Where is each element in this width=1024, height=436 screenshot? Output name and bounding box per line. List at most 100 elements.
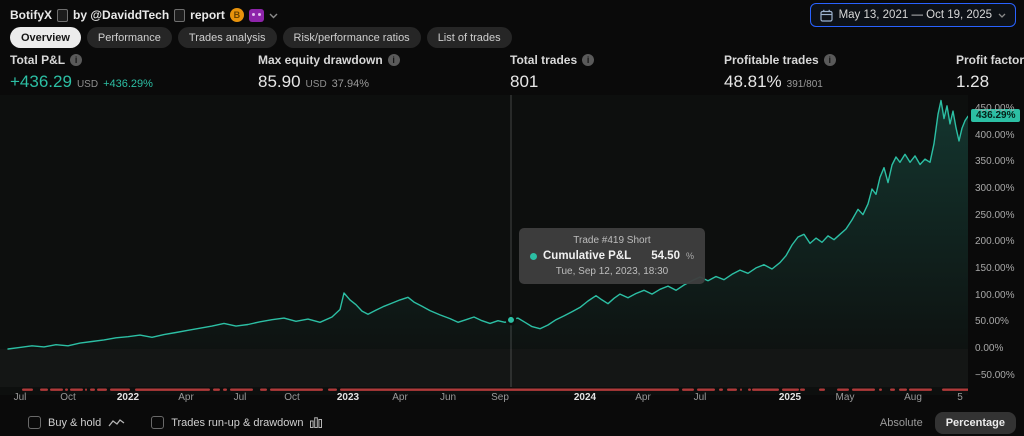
x-axis-tick: Sep bbox=[491, 392, 509, 403]
chart-footer: Buy & hold Trades run-up & drawdown Abso… bbox=[0, 409, 1024, 436]
header: BotifyX by @DaviddTech report May 13, 20… bbox=[0, 0, 1024, 28]
drawdown-mark bbox=[852, 388, 875, 391]
info-icon[interactable]: i bbox=[387, 54, 400, 66]
stat-label: Max equity drawdown bbox=[258, 53, 383, 67]
y-axis-tick: 450.00% bbox=[975, 103, 1015, 114]
tab-performance[interactable]: Performance bbox=[86, 27, 172, 48]
drawdown-mark bbox=[890, 388, 895, 391]
stat-unit: USD bbox=[76, 79, 99, 90]
stat-label: Total trades bbox=[510, 53, 578, 67]
x-axis[interactable]: Jul Oct 2022 Apr Jul Oct 2023 Apr Jun Sep 2024 Apr J… bbox=[0, 392, 968, 408]
x-axis-tick: Jul bbox=[693, 392, 707, 403]
drawdown-mark bbox=[223, 388, 227, 391]
missing-glyph-icon bbox=[174, 8, 186, 22]
stat-value: 85.90 bbox=[258, 72, 301, 91]
drawdown-mark bbox=[782, 388, 799, 391]
stat-value: 48.81% bbox=[724, 72, 782, 91]
y-axis-tick: 50.00% bbox=[975, 316, 1009, 328]
y-axis-tick: 300.00% bbox=[975, 183, 1015, 194]
stat-unit: USD bbox=[305, 79, 327, 90]
selected-trade-marker bbox=[505, 314, 517, 326]
x-axis-tick: 2022 bbox=[116, 392, 140, 403]
y-axis-tick: 0.00% bbox=[975, 343, 1004, 354]
y-axis-tick: −50.00% bbox=[975, 369, 1015, 381]
drawdown-mark bbox=[800, 388, 805, 391]
series-dot-icon bbox=[530, 252, 537, 260]
x-axis-tick: 5 bbox=[957, 392, 963, 403]
x-axis-tick: 2025 bbox=[778, 392, 802, 403]
stat-max-equity-drawdown: Max equity drawdown i 85.90 USD 37.94% bbox=[258, 53, 400, 92]
x-axis-tick: Jun bbox=[439, 392, 457, 403]
robot-icon bbox=[248, 8, 264, 22]
x-axis-tick: Jul bbox=[233, 392, 247, 403]
tooltip-value: 54.50 bbox=[651, 250, 680, 262]
drawdown-mark bbox=[942, 388, 968, 391]
strategy-byline: by @DaviddTech bbox=[73, 8, 170, 22]
trades-runup-drawdown-toggle[interactable]: Trades run-up & drawdown bbox=[151, 416, 323, 429]
date-range-button[interactable]: May 13, 2021 — Oct 19, 2025 bbox=[809, 3, 1016, 27]
absolute-toggle[interactable]: Absolute bbox=[879, 416, 923, 429]
stat-sub-value: 37.94% bbox=[331, 78, 369, 90]
stat-total-pnl: Total P&L i +436.29 USD +436.29% bbox=[10, 53, 153, 92]
drawdown-mark bbox=[260, 388, 267, 391]
drawdown-mark bbox=[748, 388, 751, 391]
drawdown-mark bbox=[50, 388, 63, 391]
info-icon[interactable]: i bbox=[582, 54, 595, 66]
tooltip-series-name: Cumulative P&L bbox=[543, 250, 632, 262]
tab-trades-analysis[interactable]: Trades analysis bbox=[177, 27, 277, 48]
drawdown-mark bbox=[70, 388, 83, 391]
chart-plot-area[interactable] bbox=[0, 95, 968, 395]
drawdown-mark bbox=[719, 388, 723, 391]
buy-hold-toggle[interactable]: Buy & hold bbox=[28, 416, 125, 429]
y-axis-tick: 350.00% bbox=[975, 156, 1015, 168]
drawdown-mark bbox=[22, 388, 33, 391]
tab-overview[interactable]: Overview bbox=[10, 27, 81, 48]
stat-profit-factor: Profit factori 1.28 bbox=[956, 53, 1024, 92]
bar-chart-icon bbox=[310, 417, 323, 428]
tooltip-unit: % bbox=[685, 251, 694, 261]
trades-runup-checkbox[interactable] bbox=[151, 416, 165, 429]
chart-tooltip: Trade #419 Short Cumulative P&L 54.50 % … bbox=[519, 228, 705, 284]
x-axis-tick: Apr bbox=[635, 392, 651, 403]
tab-list-of-trades[interactable]: List of trades bbox=[426, 27, 512, 48]
trades-runup-label: Trades run-up & drawdown bbox=[171, 416, 304, 429]
drawdown-mark bbox=[328, 388, 337, 391]
drawdown-mark bbox=[270, 388, 323, 391]
chevron-down-icon[interactable] bbox=[269, 8, 278, 22]
percentage-toggle[interactable]: Percentage bbox=[934, 411, 1016, 434]
below-zero-band bbox=[0, 349, 968, 387]
tab-risk-performance-ratios[interactable]: Risk/performance ratios bbox=[282, 27, 421, 48]
bitcoin-coin-icon bbox=[229, 8, 244, 22]
drawdown-mark bbox=[740, 388, 742, 391]
x-axis-tick: Oct bbox=[60, 392, 76, 403]
tooltip-timestamp: Tue, Sep 12, 2023, 18:30 bbox=[555, 266, 669, 277]
x-axis-tick: Apr bbox=[178, 392, 194, 403]
x-axis-tick: 2024 bbox=[573, 392, 597, 403]
stat-value: 1.28 bbox=[956, 72, 990, 91]
stat-sub-value: +436.29% bbox=[103, 78, 153, 90]
y-axis[interactable]: 436.29% 450.00% 400.00% 350.00% 300.00% 250.… bbox=[968, 95, 1024, 395]
info-icon[interactable]: i bbox=[823, 54, 836, 66]
drawdown-mark bbox=[110, 388, 130, 391]
drawdown-mark bbox=[340, 388, 679, 391]
report-tabs: Overview Performance Trades analysis Ris… bbox=[10, 27, 512, 48]
drawdown-mark bbox=[213, 388, 220, 391]
line-chart-icon bbox=[108, 418, 125, 428]
drawdown-mark bbox=[899, 388, 907, 391]
calendar-icon bbox=[819, 9, 833, 22]
drawdown-mark bbox=[65, 388, 68, 391]
buy-hold-checkbox[interactable] bbox=[28, 416, 41, 429]
stat-total-trades: Total trades i 801 bbox=[510, 53, 595, 92]
current-value-badge: 436.29% bbox=[971, 109, 1021, 123]
stat-profitable-trades: Profitable trades i 48.81% 391/801 bbox=[724, 53, 836, 92]
y-axis-tick: 400.00% bbox=[975, 129, 1015, 141]
x-axis-tick: May bbox=[835, 392, 855, 403]
info-icon[interactable]: i bbox=[70, 54, 83, 66]
drawdown-mark bbox=[697, 388, 715, 391]
strategy-title[interactable]: BotifyX by @DaviddTech report bbox=[10, 8, 278, 22]
drawdown-mark bbox=[879, 388, 882, 391]
missing-glyph-icon bbox=[57, 8, 68, 22]
report-label: report bbox=[190, 8, 225, 22]
cumulative-pnl-chart[interactable]: 436.29% 450.00% 400.00% 350.00% 300.00% 250.… bbox=[0, 95, 1024, 410]
